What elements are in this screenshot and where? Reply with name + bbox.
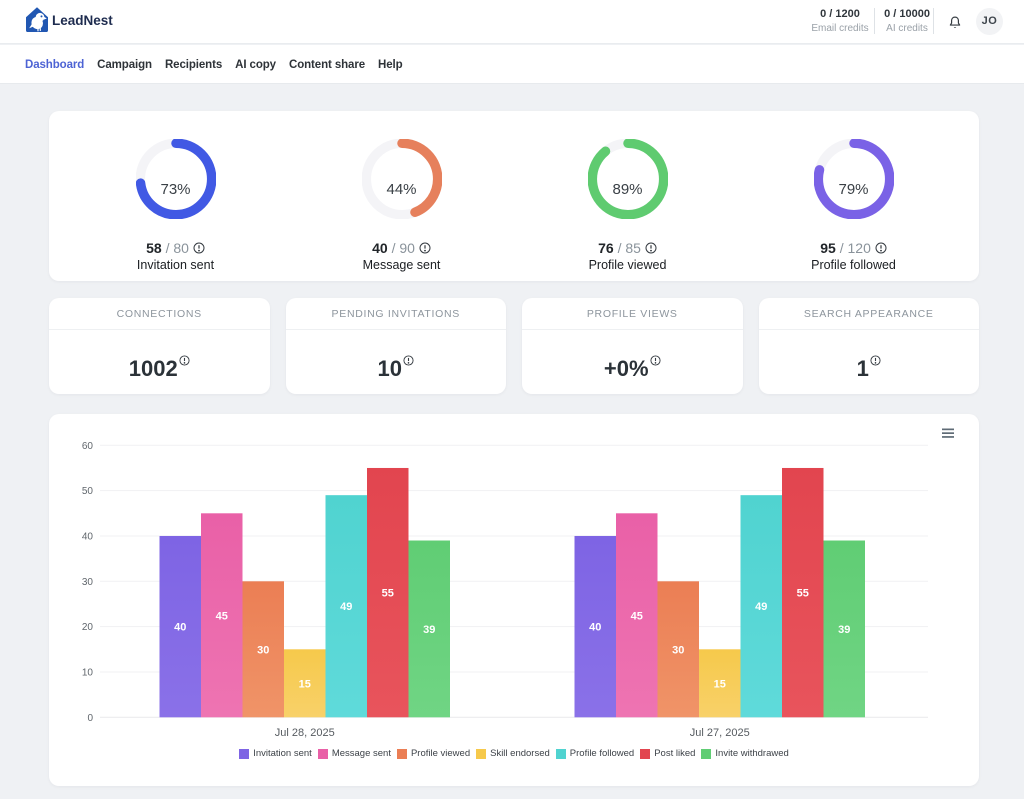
svg-text:60: 60	[82, 441, 94, 452]
svg-text:50: 50	[82, 486, 94, 497]
svg-text:49: 49	[340, 601, 352, 613]
svg-text:39: 39	[838, 624, 850, 636]
svg-text:30: 30	[82, 577, 94, 588]
svg-text:20: 20	[82, 622, 94, 633]
svg-text:30: 30	[257, 644, 269, 656]
svg-text:30: 30	[672, 644, 684, 656]
svg-text:Jul 27, 2025: Jul 27, 2025	[690, 727, 750, 739]
svg-text:55: 55	[382, 588, 394, 600]
svg-text:45: 45	[216, 610, 228, 622]
svg-text:55: 55	[797, 588, 809, 600]
svg-text:15: 15	[299, 678, 311, 690]
svg-text:40: 40	[82, 531, 94, 542]
svg-text:0: 0	[87, 713, 93, 724]
svg-text:49: 49	[755, 601, 767, 613]
svg-text:40: 40	[174, 622, 186, 634]
svg-text:40: 40	[589, 622, 601, 634]
svg-text:10: 10	[82, 667, 94, 678]
svg-text:39: 39	[423, 624, 435, 636]
svg-text:15: 15	[714, 678, 726, 690]
svg-text:Jul 28, 2025: Jul 28, 2025	[275, 727, 335, 739]
svg-text:45: 45	[631, 610, 643, 622]
